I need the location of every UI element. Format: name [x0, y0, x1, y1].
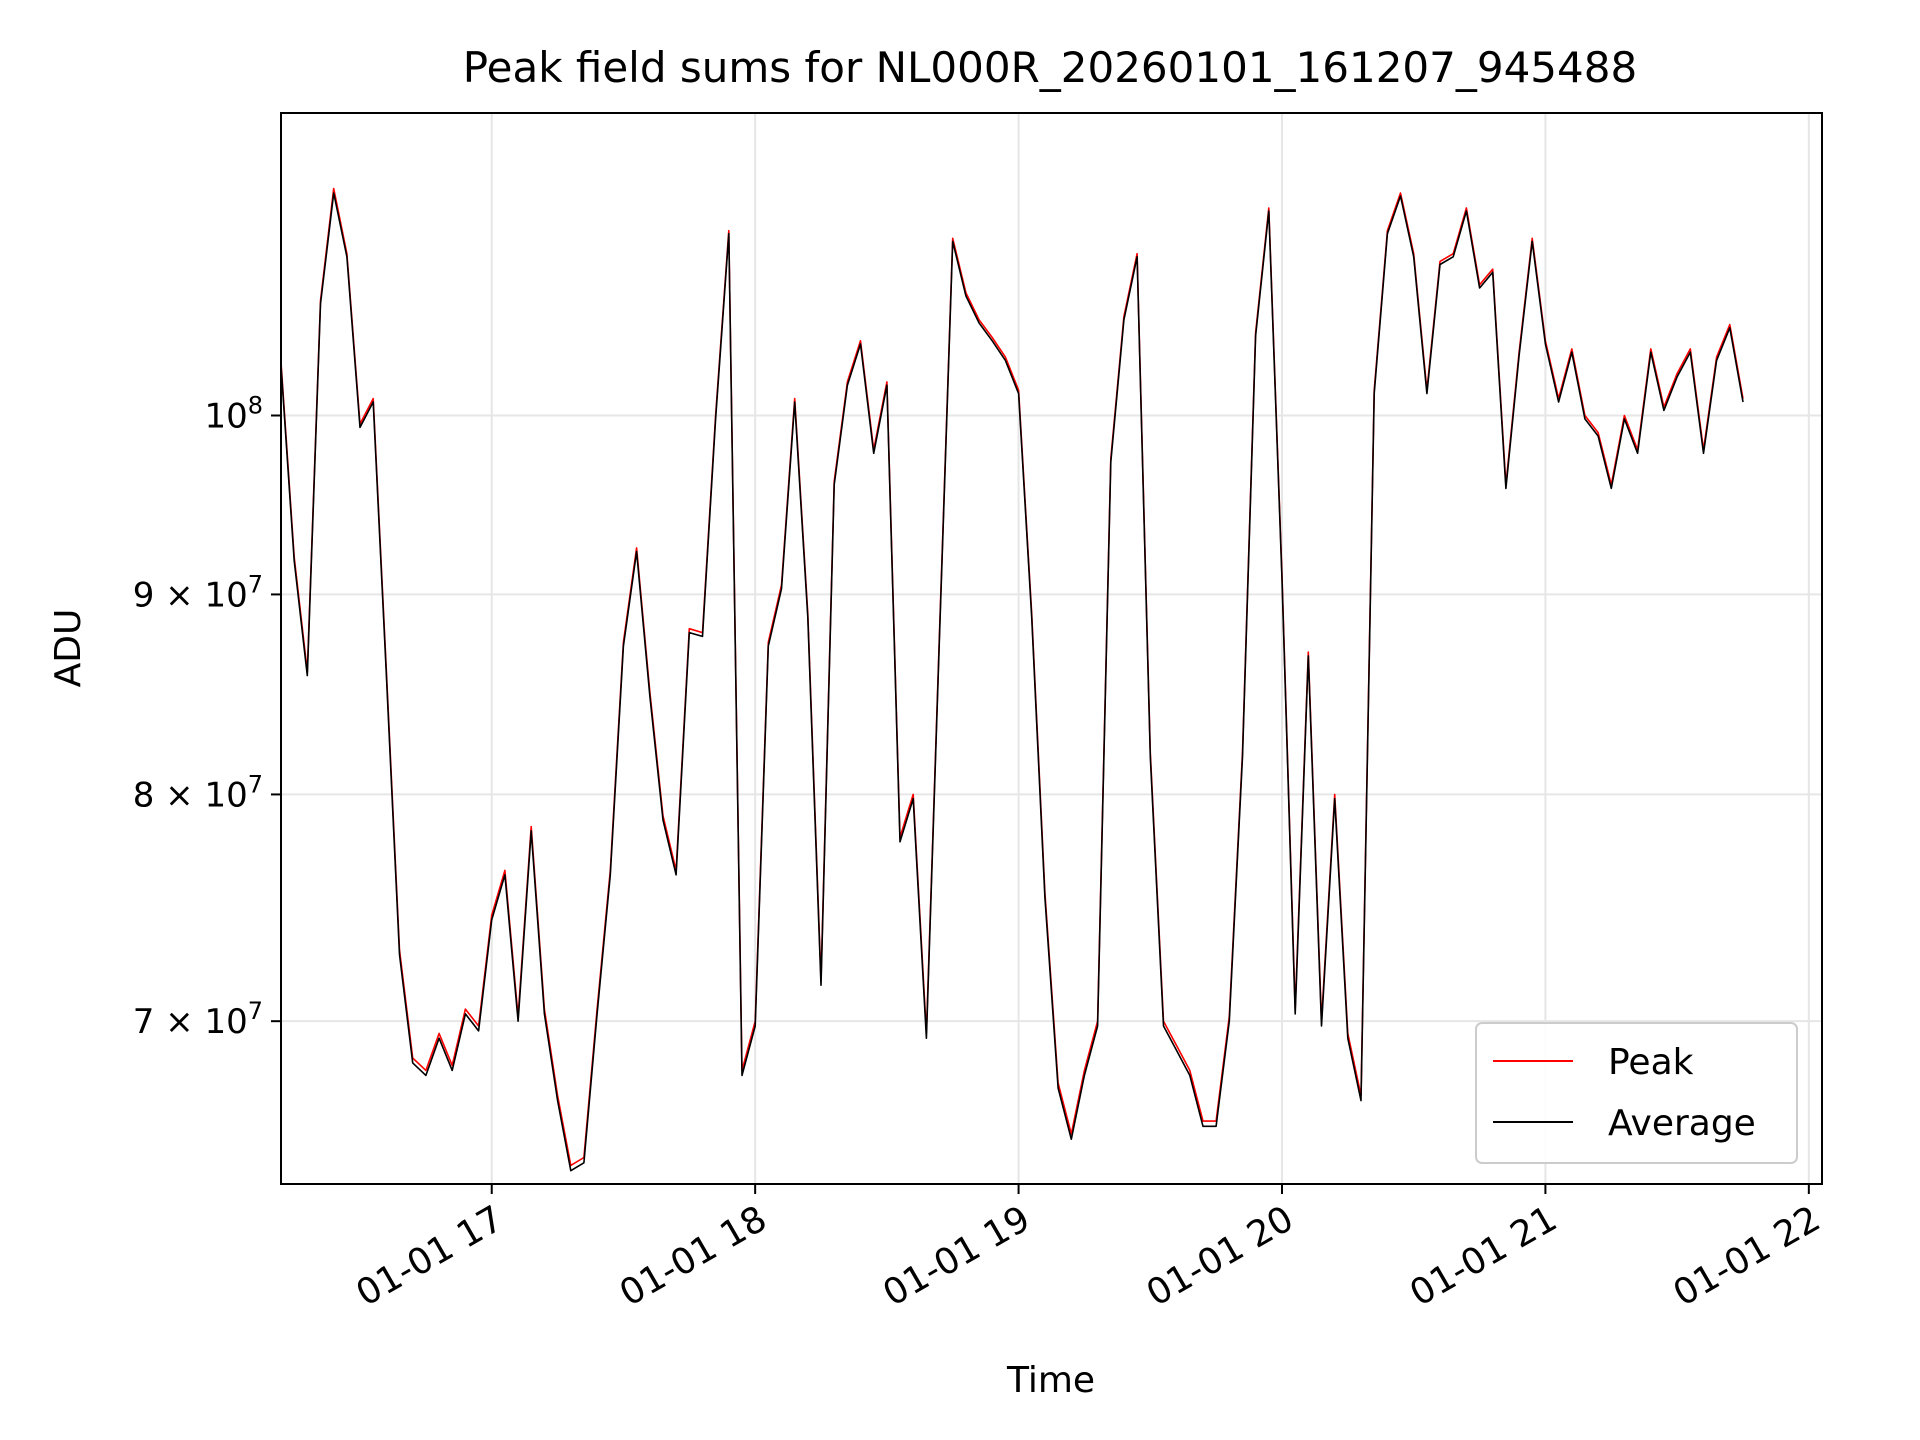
legend-box: [1475, 1022, 1798, 1164]
x-axis-label: Time: [1006, 1360, 1095, 1401]
grid: [281, 113, 1822, 1184]
y-axis: 7 × 107 8 × 107 9 × 107 108: [133, 392, 281, 1042]
y-tick-label: 7 × 107: [133, 997, 263, 1042]
y-tick-label: 108: [204, 392, 263, 437]
legend-label-average: Average: [1608, 1103, 1756, 1144]
legend: Peak Average: [1475, 1022, 1798, 1164]
y-axis-label: ADU: [48, 609, 89, 688]
y-tick-label: 8 × 107: [133, 770, 263, 815]
series-layer: [281, 187, 1744, 1172]
chart-title: Peak field sums for NL000R_20260101_1612…: [463, 43, 1637, 92]
plot-frame: [280, 112, 1823, 1185]
y-tick-label: 9 × 107: [133, 570, 263, 615]
legend-label-peak: Peak: [1608, 1042, 1694, 1083]
series-line-average: [281, 192, 1744, 1172]
